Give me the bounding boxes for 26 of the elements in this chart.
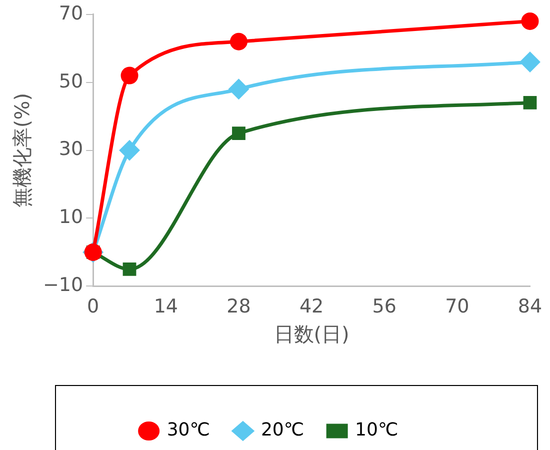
y-tick-label: 70 — [58, 2, 84, 24]
x-tick-label: 56 — [372, 296, 396, 318]
legend-label: 30℃ — [166, 420, 210, 441]
legend-label: 20℃ — [260, 420, 304, 441]
point — [120, 66, 138, 84]
x-tick-label: 28 — [226, 296, 251, 318]
x-tick-label: 84 — [518, 296, 542, 318]
y-tick-label: −10 — [42, 274, 84, 296]
point — [232, 126, 246, 140]
y-tick-label: 50 — [58, 70, 84, 92]
x-tick-label: 14 — [154, 296, 178, 318]
x-tick-label: 0 — [87, 296, 100, 318]
y-tick-label: 10 — [58, 206, 84, 228]
point — [523, 96, 537, 110]
point — [230, 32, 248, 50]
y-axis-title: 無機化率(%) — [10, 92, 34, 208]
x-tick-label: 70 — [445, 296, 470, 318]
point — [521, 12, 539, 30]
point — [228, 79, 248, 99]
legend-label: 10℃ — [355, 420, 398, 441]
y-tick-label: 30 — [58, 138, 84, 160]
point — [520, 52, 540, 72]
x-tick-label: 42 — [299, 296, 324, 318]
point — [120, 140, 140, 160]
x-axis-title: 日数(日) — [274, 322, 350, 346]
point — [122, 262, 136, 276]
